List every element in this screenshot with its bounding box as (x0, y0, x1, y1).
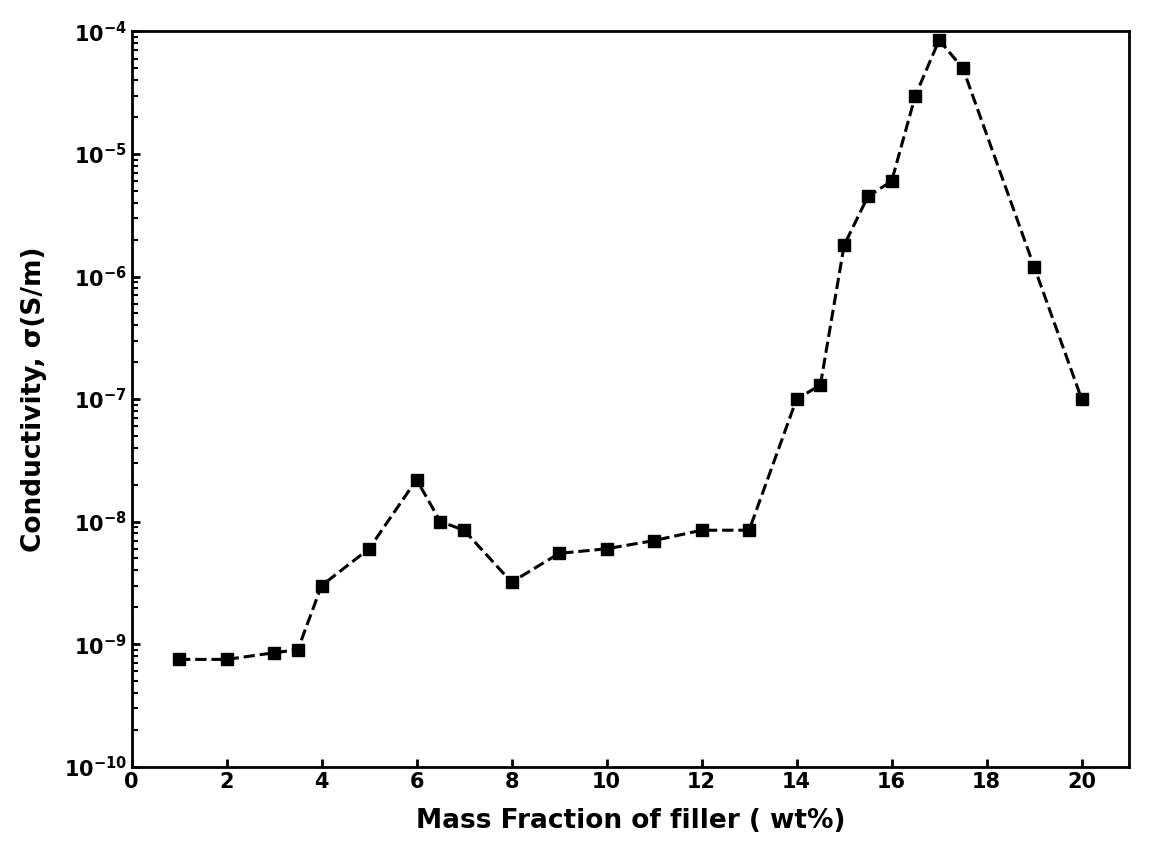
X-axis label: Mass Fraction of filler ( wt%): Mass Fraction of filler ( wt%) (415, 808, 845, 834)
Y-axis label: Conductivity, σ(S/m): Conductivity, σ(S/m) (21, 246, 47, 551)
